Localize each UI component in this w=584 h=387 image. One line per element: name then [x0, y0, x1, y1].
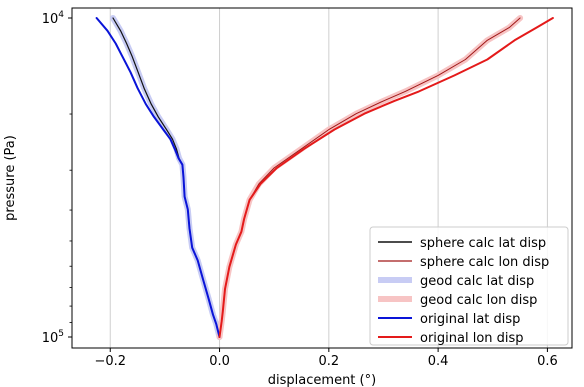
y-axis-ticks: 104 105	[42, 10, 72, 346]
plot-frame	[71, 7, 573, 349]
legend-label-original-lon-disp: original lon disp	[420, 331, 524, 346]
legend: sphere calc lat disp sphere calc lon disp…	[369, 226, 569, 346]
legend-label-geod-calc-lat-disp: geod calc lat disp	[420, 274, 534, 289]
legend-label-geod-calc-lon-disp: geod calc lon disp	[420, 293, 537, 308]
x-tick-label: 0.4	[428, 354, 449, 369]
legend-box	[369, 226, 569, 346]
x-axis-ticks: −0.2 0.0 0.2 0.4 0.6	[94, 348, 558, 369]
series-lines	[95, 15, 554, 340]
legend-label-sphere-calc-lat-disp: sphere calc lat disp	[420, 236, 546, 251]
x-tick-label: 0.6	[537, 354, 558, 369]
y-axis-label: pressure (Pa)	[3, 135, 18, 221]
series-original-lat-disp-line	[95, 17, 221, 338]
series-geod-calc-lat-disp-line	[110, 15, 223, 340]
x-tick-label: −0.2	[94, 354, 126, 369]
y-tick-label: 104	[42, 10, 65, 27]
x-axis-label: displacement (°)	[268, 373, 376, 387]
series-original-lon-disp-line	[218, 17, 554, 338]
legend-label-sphere-calc-lon-disp: sphere calc lon disp	[420, 255, 549, 270]
y-tick-label: 105	[42, 329, 64, 346]
legend-label-original-lat-disp: original lat disp	[420, 312, 520, 327]
x-tick-label: 0.2	[318, 354, 339, 369]
x-tick-label: 0.0	[209, 354, 230, 369]
